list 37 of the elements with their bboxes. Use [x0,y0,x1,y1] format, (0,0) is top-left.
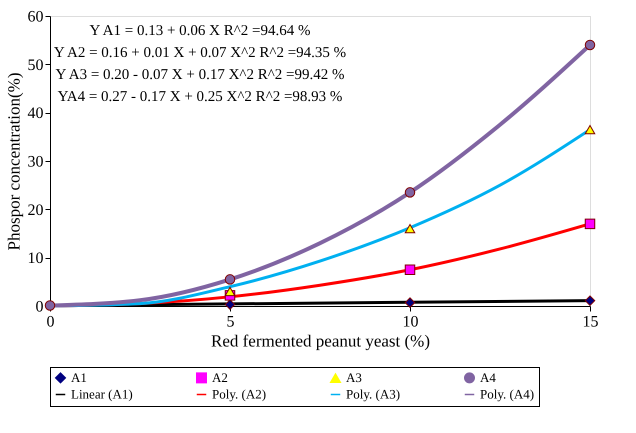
annotation: Y A1 = 0.13 + 0.06 X R^2 =94.64 % [89,23,311,39]
point [224,299,236,310]
point [224,274,236,285]
x-axis-title: Red fermented peanut yeast (%) [210,332,430,350]
legend-label: A4 [480,370,496,385]
legend-label: Linear (A1) [71,386,133,402]
y-tick-label: 20 [28,202,44,219]
legend-label: A2 [212,370,228,385]
annotation: Y A3 = 0.20 - 0.07 X + 0.17 X^2 R^2 =99.42 % [56,67,344,83]
y-tick-label: 10 [28,250,44,268]
annotation: Y A2 = 0.16 + 0.01 X + 0.07 X^2 R^2 =94.35 % [54,45,346,61]
x-tick-label: 5 [226,314,234,330]
point [404,297,416,308]
legend-label: Poly. (A2) [212,386,266,402]
legend-label: A1 [71,370,87,385]
point [404,264,416,275]
y-tick-label: 60 [28,8,44,26]
x-tick-label: 10 [402,314,418,330]
point [584,218,596,230]
point [404,224,416,234]
x-tick-label: 15 [582,314,598,330]
y-tick-label: 50 [28,56,44,74]
x-tick-label: 0 [46,314,54,330]
point [584,40,596,50]
y-axis-title: Phospor concentration(%) [4,72,24,250]
point [44,300,56,311]
y-tick-label: 30 [28,154,44,170]
y-tick-label: 40 [28,105,44,122]
y-tick-label: 0 [36,298,44,316]
legend-label: Poly. (A3) [346,386,400,402]
legend-label: Poly. (A4) [480,386,534,402]
point [404,187,416,198]
annotation: YA4 = 0.27 - 0.17 X + 0.25 X^2 R^2 =98.93 % [58,89,342,105]
point [224,286,236,296]
legend-label: A3 [346,370,362,386]
point [584,124,596,134]
point [584,295,596,306]
